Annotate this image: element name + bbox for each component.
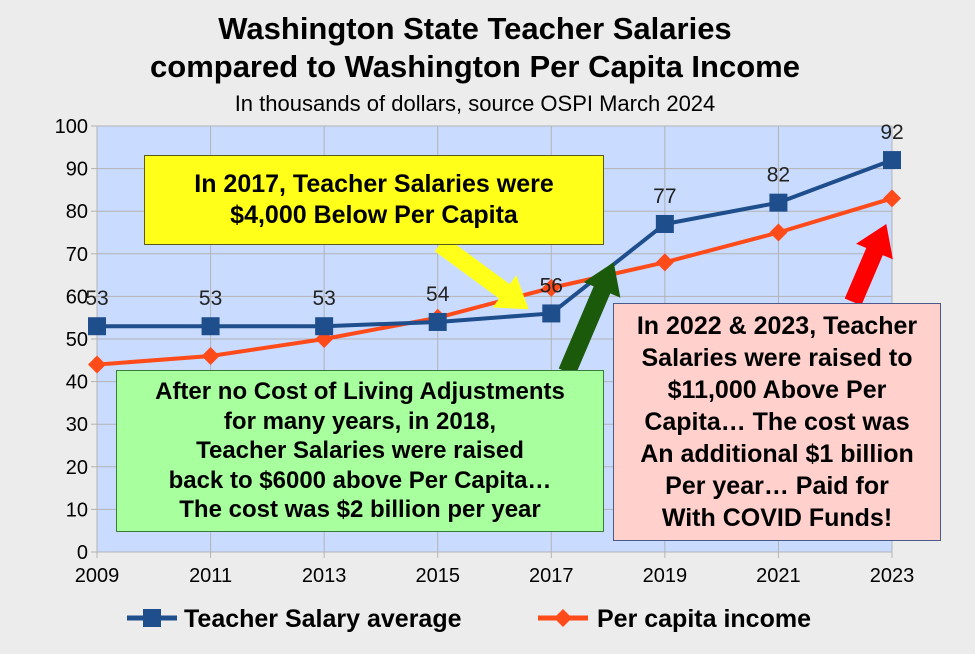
- data-label: 82: [767, 164, 790, 187]
- x-tick-label: 2023: [870, 565, 915, 587]
- annotation-line: Teacher Salaries were raised: [196, 437, 524, 465]
- x-tick-label: 2013: [302, 565, 347, 587]
- y-tick-label: 10: [66, 499, 88, 521]
- data-label: 53: [199, 287, 222, 310]
- y-tick-label: 20: [66, 457, 88, 479]
- x-tick-label: 2011: [189, 565, 232, 587]
- legend: Teacher Salary average Per capita income: [127, 605, 811, 633]
- annotation-line: for many years, in 2018,: [223, 407, 497, 435]
- y-tick-label: 90: [66, 159, 88, 181]
- x-tick-label: 2021: [756, 565, 801, 587]
- legend-percapita-marker: [554, 609, 572, 627]
- annotation-line: In 2022 & 2023, Teacher: [636, 312, 918, 340]
- chart-title-line-2: compared to Washington Per Capita Income: [150, 49, 800, 84]
- legend-teacher-label: Teacher Salary average: [184, 605, 462, 633]
- series-point: [655, 214, 674, 233]
- series-point: [655, 253, 674, 272]
- annotation-arrow-pink: [844, 224, 893, 306]
- series-point: [883, 189, 901, 208]
- series-point: [88, 355, 106, 374]
- series-point: [542, 278, 561, 297]
- y-tick-label: 70: [66, 244, 88, 266]
- y-tick-label: 50: [66, 329, 88, 351]
- annotation-line: The cost was $2 billion per year: [179, 496, 541, 524]
- annotation-line: After no Cost of Living Adjustments: [155, 378, 565, 406]
- data-label: 77: [653, 185, 676, 208]
- annotation-line: Per year… Paid for: [665, 472, 889, 500]
- series-point: [769, 223, 788, 242]
- series-line: [97, 158, 893, 329]
- annotation-line: $11,000 Above Per: [667, 376, 887, 404]
- y-tick-label: 0: [77, 542, 88, 564]
- annotation-line: With COVID Funds!: [661, 504, 893, 532]
- annotation-line: Capita… The cost was: [644, 408, 910, 436]
- annotation-arrows: [434, 224, 893, 376]
- x-tick-label: 2015: [415, 565, 460, 587]
- series-point: [201, 317, 220, 336]
- annotation-line: An additional $1 billion: [640, 440, 914, 468]
- annotation-box-2018: After no Cost of Living Adjustments for …: [116, 370, 604, 532]
- x-tick-label: 2009: [75, 565, 120, 587]
- series-line: [96, 196, 893, 367]
- data-label: 53: [85, 287, 108, 310]
- series-point: [769, 193, 788, 212]
- series-point: [315, 317, 334, 336]
- series-group: [88, 151, 901, 374]
- data-labels: 53 53 53 54 56 77 82 92: [85, 121, 903, 310]
- series-point: [542, 304, 561, 323]
- legend-teacher-marker: [143, 609, 161, 627]
- y-tick-label: 30: [66, 414, 88, 436]
- annotation-line: $4,000 Below Per Capita: [230, 201, 518, 229]
- x-axis: 2009 2011 2013 2015 2017 2019 2021 2023: [75, 552, 915, 587]
- y-tick-label: 60: [66, 286, 88, 308]
- series-point: [201, 347, 220, 366]
- y-tick-label: 100: [55, 116, 88, 138]
- x-tick-label: 2019: [643, 565, 688, 587]
- chart-subtitle: In thousands of dollars, source OSPI Mar…: [235, 91, 716, 116]
- data-label: 56: [540, 274, 563, 297]
- annotation-box-2022-2023: In 2022 & 2023, Teacher Salaries were ra…: [613, 303, 941, 541]
- series-point: [428, 312, 447, 331]
- annotation-arrow-green: [558, 262, 621, 376]
- y-tick-label: 40: [66, 372, 88, 394]
- annotation-line: Salaries were raised to: [641, 344, 913, 372]
- legend-percapita-label: Per capita income: [597, 605, 811, 633]
- y-tick-label: 80: [66, 201, 88, 223]
- data-label: 92: [880, 121, 903, 144]
- data-label: 54: [426, 283, 450, 306]
- annotation-line: back to $6000 above Per Capita…: [168, 466, 552, 494]
- annotation-arrow-yellow: [434, 236, 529, 310]
- annotation-line: In 2017, Teacher Salaries were: [194, 170, 554, 198]
- annotation-box-2017: In 2017, Teacher Salaries were $4,000 Be…: [144, 155, 604, 245]
- data-label: 53: [312, 287, 335, 310]
- x-tick-label: 2017: [529, 565, 574, 587]
- y-axis: 0 10 20 30 40 50 60 70 80 90 100: [55, 116, 97, 564]
- chart-title-line-1: Washington State Teacher Salaries: [218, 11, 731, 46]
- series-point: [883, 151, 901, 170]
- series-point: [88, 317, 106, 336]
